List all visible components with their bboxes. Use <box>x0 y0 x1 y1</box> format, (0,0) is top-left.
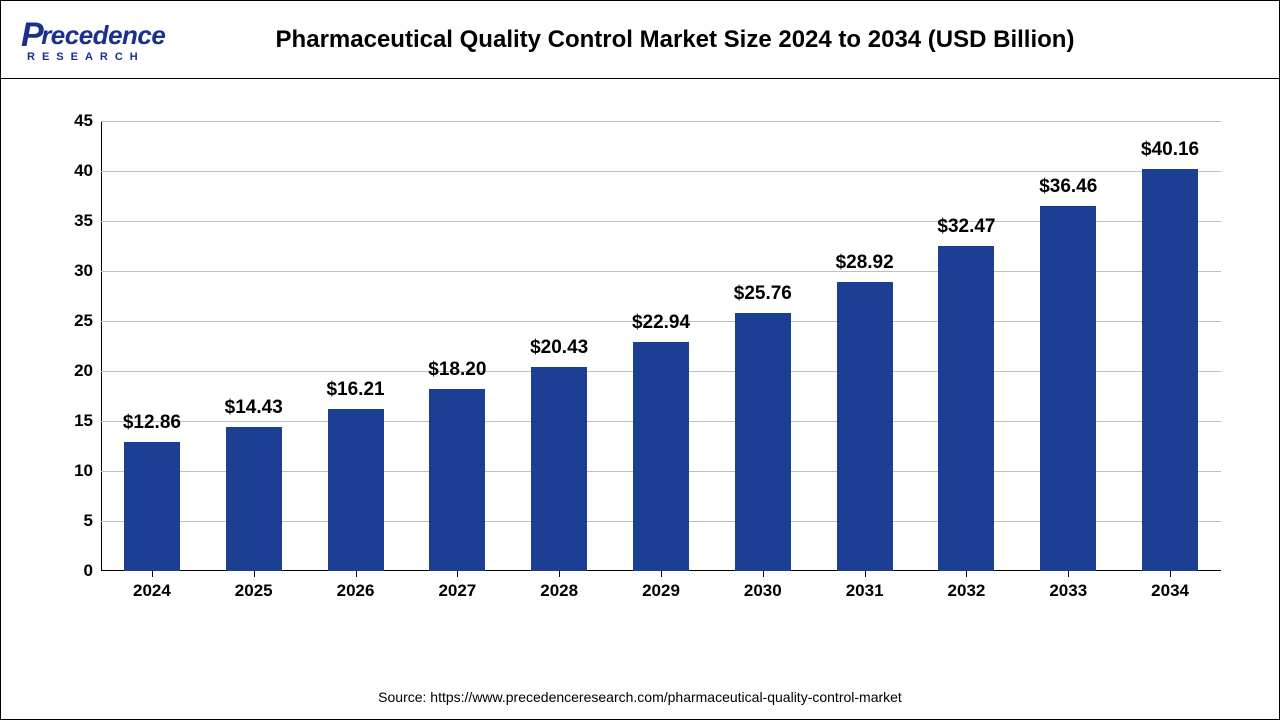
x-tick <box>865 571 866 577</box>
bar-value-label: $16.21 <box>296 379 416 401</box>
chart-container: Precedence RESEARCH Pharmaceutical Quali… <box>0 0 1280 720</box>
x-tick-label: 2034 <box>1120 581 1220 601</box>
plot-area: 051015202530354045$12.86$14.43$16.21$18.… <box>101 121 1221 571</box>
y-axis <box>101 121 102 571</box>
bar <box>124 442 180 571</box>
bar <box>633 342 689 571</box>
bar-value-label: $32.47 <box>906 216 1026 238</box>
gridline <box>101 121 1221 122</box>
y-tick-label: 30 <box>43 261 93 281</box>
logo-p: P <box>21 16 43 55</box>
x-tick <box>254 571 255 577</box>
bar-value-label: $36.46 <box>1008 176 1128 198</box>
logo: Precedence RESEARCH <box>21 16 211 63</box>
bar <box>531 367 587 571</box>
bar <box>226 427 282 571</box>
logo-word: recedence <box>41 20 165 51</box>
x-tick-label: 2027 <box>407 581 507 601</box>
x-tick <box>356 571 357 577</box>
x-tick <box>1068 571 1069 577</box>
x-tick-label: 2031 <box>815 581 915 601</box>
gridline <box>101 171 1221 172</box>
bar <box>837 282 893 571</box>
x-tick <box>966 571 967 577</box>
bar <box>1142 169 1198 571</box>
x-tick <box>661 571 662 577</box>
x-tick-label: 2025 <box>204 581 304 601</box>
bar <box>429 389 485 571</box>
x-tick-label: 2032 <box>916 581 1016 601</box>
bar-value-label: $22.94 <box>601 312 721 334</box>
bar <box>938 246 994 571</box>
bar <box>1040 206 1096 571</box>
x-tick <box>1170 571 1171 577</box>
y-tick-label: 10 <box>43 461 93 481</box>
bar-value-label: $18.20 <box>397 359 517 381</box>
bar <box>735 313 791 571</box>
x-tick-label: 2029 <box>611 581 711 601</box>
y-tick-label: 0 <box>43 561 93 581</box>
bar-value-label: $40.16 <box>1110 139 1230 161</box>
logo-text: Precedence <box>21 16 165 55</box>
y-tick-label: 5 <box>43 511 93 531</box>
x-tick-label: 2024 <box>102 581 202 601</box>
x-tick <box>559 571 560 577</box>
x-tick <box>763 571 764 577</box>
bar <box>328 409 384 571</box>
chart-title: Pharmaceutical Quality Control Market Si… <box>211 26 1259 54</box>
y-tick-label: 45 <box>43 111 93 131</box>
x-tick-label: 2033 <box>1018 581 1118 601</box>
x-tick <box>457 571 458 577</box>
bar-value-label: $25.76 <box>703 283 823 305</box>
header: Precedence RESEARCH Pharmaceutical Quali… <box>1 1 1279 79</box>
y-tick-label: 35 <box>43 211 93 231</box>
bar-value-label: $28.92 <box>805 252 925 274</box>
y-tick-label: 40 <box>43 161 93 181</box>
y-tick-label: 25 <box>43 311 93 331</box>
y-tick-label: 15 <box>43 411 93 431</box>
y-tick-label: 20 <box>43 361 93 381</box>
x-tick <box>152 571 153 577</box>
bar-value-label: $20.43 <box>499 337 619 359</box>
x-tick-label: 2028 <box>509 581 609 601</box>
source-text: Source: https://www.precedenceresearch.c… <box>1 689 1279 705</box>
chart-area: 051015202530354045$12.86$14.43$16.21$18.… <box>41 91 1241 651</box>
x-tick-label: 2026 <box>306 581 406 601</box>
logo-subtext: RESEARCH <box>27 51 145 63</box>
x-tick-label: 2030 <box>713 581 813 601</box>
